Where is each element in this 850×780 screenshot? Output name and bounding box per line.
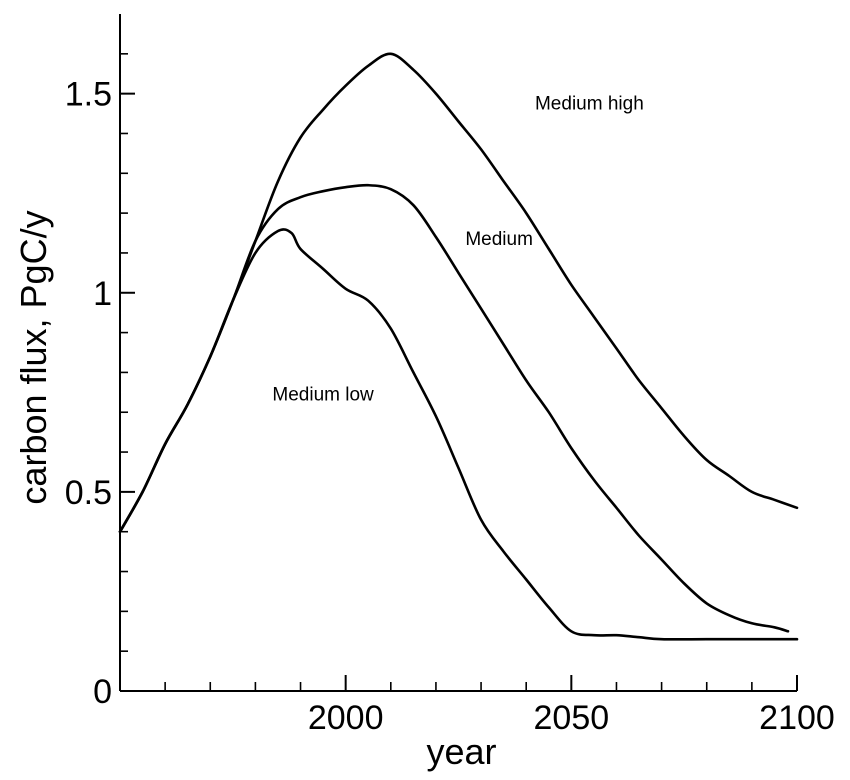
y-tick-label: 1 <box>93 275 112 313</box>
x-axis-title: year <box>426 731 496 772</box>
series-label-medium-low: Medium low <box>272 384 374 405</box>
y-tick-label: 0.5 <box>65 474 112 512</box>
y-tick-label: 1.5 <box>65 76 112 114</box>
x-tick-label: 2000 <box>308 699 384 737</box>
series-label-medium: Medium <box>465 229 533 250</box>
y-axis-title: carbon flux, PgC/y <box>13 210 54 504</box>
series-labels: Medium high Medium Medium low <box>272 94 643 406</box>
y-tick-label: 0 <box>93 673 112 711</box>
series-label-medium-high: Medium high <box>535 94 644 115</box>
series-line-medium-high <box>118 52 799 533</box>
ticks: 2000 2050 2100 0 0.5 1 1.5 <box>65 53 835 737</box>
x-tick-label: 2050 <box>534 699 610 737</box>
series-line-medium <box>118 183 790 633</box>
series-line-medium-low <box>118 228 799 641</box>
axes <box>119 14 797 692</box>
x-tick-label: 2100 <box>759 699 835 737</box>
series-lines <box>118 52 799 641</box>
